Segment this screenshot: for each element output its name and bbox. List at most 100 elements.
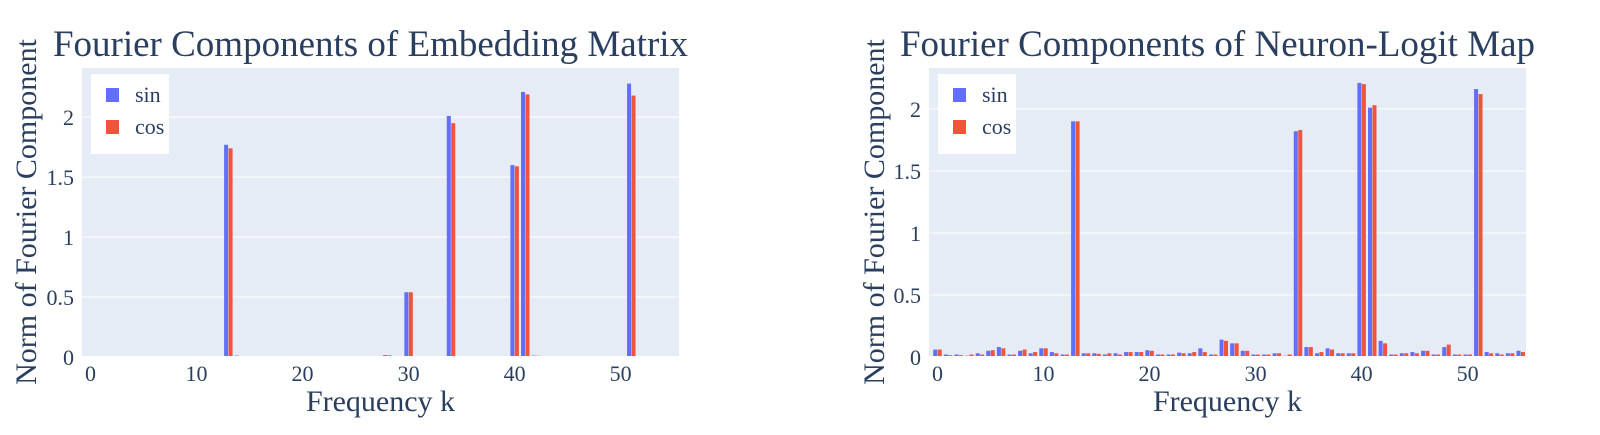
legend-swatch-cos	[106, 120, 119, 134]
bar-sin-k51	[1474, 89, 1479, 357]
bar-sin-k25	[1198, 348, 1203, 357]
legend-box	[91, 74, 169, 154]
bar-cos-k40	[1361, 84, 1366, 358]
bar-cos-k38	[1340, 353, 1345, 357]
bar-cos-k52	[1489, 353, 1494, 357]
bar-sin-k12	[1060, 354, 1065, 357]
bar-cos-k18	[1128, 352, 1133, 357]
bar-cos-k35	[1308, 347, 1313, 357]
legend-swatch-sin	[953, 88, 966, 102]
bar-sin-k16	[1102, 354, 1107, 357]
bar-sin-k44	[1399, 353, 1404, 357]
chart-title: Fourier Components of Neuron-Logit Map	[900, 24, 1535, 65]
bar-sin-k23	[1177, 352, 1182, 357]
x-axis-title: Frequency k	[1153, 385, 1302, 418]
bar-cos-k15	[1096, 353, 1101, 357]
legend[interactable]: sin cos	[938, 74, 1016, 154]
bar-sin-k35	[1304, 347, 1309, 357]
bar-sin-k4	[975, 353, 980, 357]
bar-sin-k42	[1378, 340, 1383, 357]
bar-sin-k45	[1410, 352, 1415, 357]
bar-cos-k14	[1086, 353, 1091, 357]
bar-sin-k11	[1049, 352, 1054, 357]
bar-cos-k10	[1043, 348, 1048, 357]
bar-cos-k49	[1457, 354, 1462, 357]
legend-label-cos: cos	[982, 114, 1011, 139]
bar-sin-k30	[1251, 354, 1256, 357]
bar-sin-k51	[627, 83, 632, 358]
bar-cos-k32	[1277, 353, 1282, 357]
bar-cos-k47	[1436, 354, 1441, 357]
bar-cos-k41	[525, 94, 530, 357]
bar-cos-k11	[1054, 353, 1059, 357]
bar-cos-k13	[228, 148, 233, 357]
y-axis-title: Norm of Fourier Component	[10, 38, 43, 384]
x-axis-title: Frequency k	[306, 385, 455, 418]
bar-cos-k3	[969, 354, 974, 357]
bar-cos-k31	[1266, 354, 1271, 357]
bar-cos-k36	[1319, 352, 1324, 357]
bar-sin-k43	[1389, 354, 1394, 357]
bar-sin-k20	[1145, 350, 1150, 357]
bar-sin-k36	[1314, 353, 1320, 357]
bar-cos-k30	[408, 292, 413, 357]
bar-sin-k53	[1495, 353, 1500, 357]
bar-sin-k55	[1516, 350, 1521, 357]
bar-cos-k55	[1520, 352, 1525, 357]
x-tick-label: 0	[932, 361, 943, 386]
bar-cos-k41	[1372, 105, 1377, 357]
legend-box	[938, 74, 1016, 154]
bar-cos-k17	[1117, 354, 1122, 357]
bar-cos-k53	[1499, 354, 1504, 357]
bar-cos-k22	[1170, 354, 1176, 357]
bar-cos-k42	[1383, 343, 1388, 357]
bar-sin-k5	[986, 350, 991, 357]
bar-cos-k40	[514, 166, 519, 357]
x-tick-label: 0	[85, 361, 96, 386]
legend-label-sin: sin	[135, 82, 161, 107]
y-tick-label: 2	[910, 97, 921, 122]
bar-cos-k13	[1075, 121, 1080, 357]
bar-cos-k19	[1139, 352, 1144, 357]
bar-sin-k22	[1166, 354, 1171, 357]
bar-sin-k14	[1081, 353, 1086, 357]
bar-sin-k31	[1261, 354, 1266, 357]
bar-sin-k2	[954, 354, 959, 357]
bar-cos-k27	[1224, 340, 1229, 357]
y-tick-label: 2	[63, 105, 74, 130]
bar-sin-k19	[1134, 352, 1139, 357]
bar-cos-k30	[1255, 354, 1260, 357]
bar-cos-k23	[1181, 353, 1186, 357]
bar-sin-k50	[1463, 354, 1468, 357]
bar-sin-k34	[446, 115, 451, 358]
legend-label-sin: sin	[982, 82, 1008, 107]
bar-cos-k34	[451, 123, 456, 357]
bar-sin-k52	[1484, 352, 1489, 357]
bar-cos-k51	[631, 95, 636, 358]
y-axis-title: Norm of Fourier Component	[858, 38, 891, 384]
legend[interactable]: sin cos	[91, 74, 169, 154]
y-tick-label: 0	[910, 345, 921, 370]
bar-cos-k33	[1287, 354, 1292, 357]
bar-cos-k8	[1022, 349, 1027, 357]
bar-sin-k6	[996, 347, 1001, 357]
bar-cos-k34	[1298, 130, 1303, 357]
x-tick-label: 50	[1457, 361, 1479, 386]
bar-sin-k0	[933, 349, 938, 357]
bar-sin-k49	[1452, 354, 1457, 357]
bar-cos-k5	[990, 350, 995, 357]
bar-sin-k40	[510, 165, 515, 357]
x-tick-label: 40	[1351, 361, 1373, 386]
bar-sin-k28	[1230, 343, 1235, 357]
bar-sin-k47	[1431, 354, 1436, 357]
bar-sin-k13	[1071, 121, 1076, 357]
x-tick-label: 10	[186, 361, 208, 386]
bar-sin-k34	[1293, 131, 1298, 357]
bar-sin-k46	[1421, 350, 1426, 357]
bar-cos-k9	[1033, 352, 1038, 357]
bar-sin-k30	[404, 292, 409, 357]
legend-swatch-cos	[953, 120, 966, 134]
x-tick-label: 20	[292, 361, 314, 386]
